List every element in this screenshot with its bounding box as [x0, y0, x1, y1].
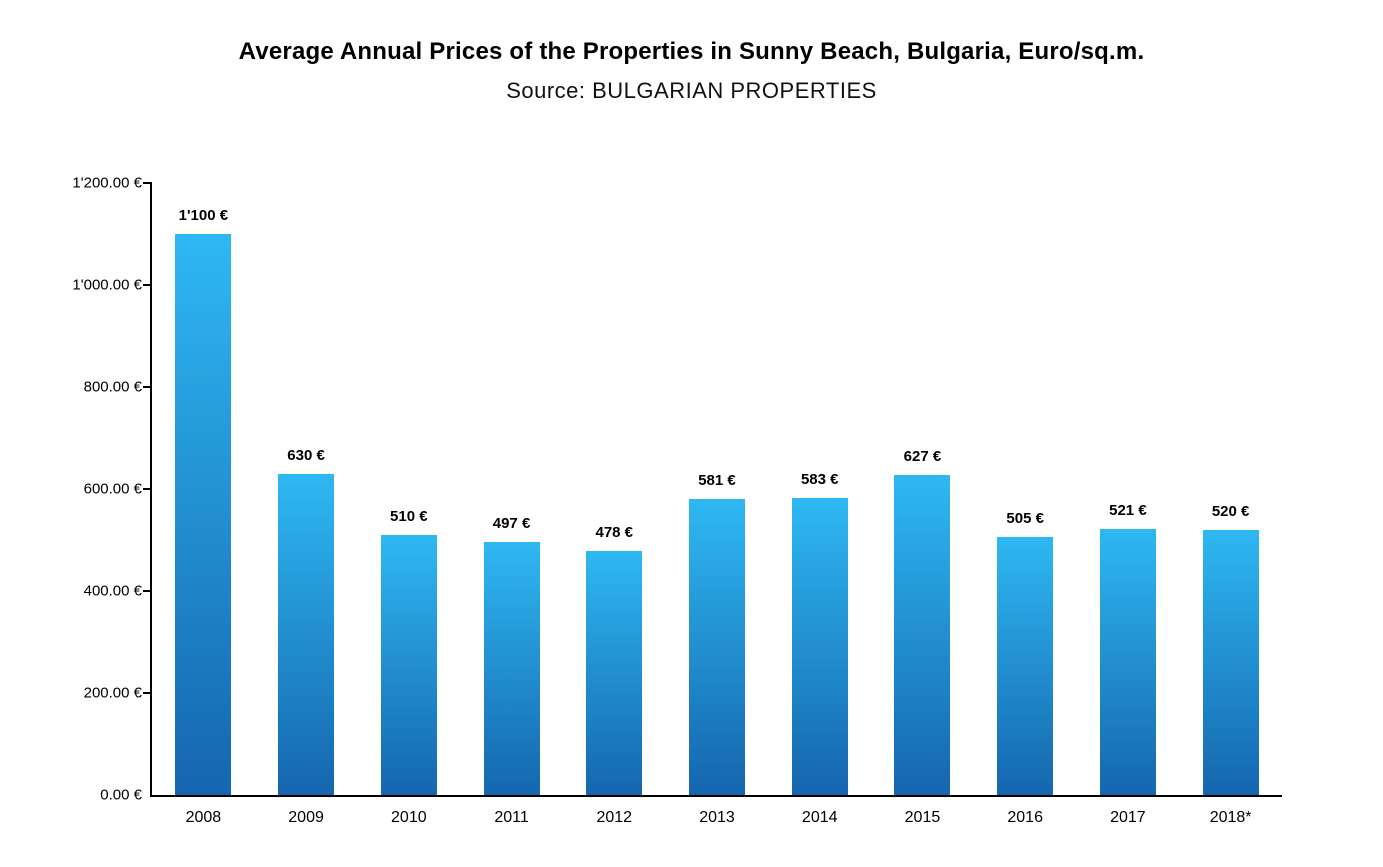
y-axis-tick-mark: [143, 692, 152, 694]
bar-2013: [689, 498, 745, 795]
chart-subtitle: Source: BULGARIAN PROPERTIES: [506, 78, 877, 103]
chart-title: Average Annual Prices of the Properties …: [238, 38, 1145, 65]
bar-2015: [894, 475, 951, 795]
y-axis-tick-label: 800.00 €: [83, 378, 142, 396]
y-axis-tick-mark: [143, 284, 152, 286]
y-axis-tick-label: 0.00 €: [100, 786, 142, 804]
plot-area: 1'100 € 2008 630 € 2009 510 € 2010 497 € 2011 47…: [143, 182, 1282, 826]
bar-value-label: 505 €: [1006, 510, 1044, 528]
x-axis-label: 2009: [288, 809, 324, 826]
bar-value-label: 510 €: [390, 507, 428, 525]
x-axis-label: 2015: [904, 809, 941, 826]
bar-value-label: 520 €: [1211, 502, 1250, 520]
bar-value-label: 627 €: [903, 448, 942, 466]
x-axis-label: 2017: [1110, 809, 1146, 826]
x-axis-label: 2014: [801, 809, 838, 826]
bar-value-label: 497 €: [492, 514, 531, 532]
y-axis-tick-label: 200.00 €: [83, 684, 142, 702]
bar-value-label: 630 €: [287, 446, 325, 464]
bar-2011: [483, 541, 540, 795]
bar-2009: [278, 473, 335, 795]
bar-value-label: 581 €: [698, 471, 736, 489]
y-axis-tick-label: 400.00 €: [83, 582, 142, 600]
y-axis-tick-label: 1'200.00 €: [72, 174, 142, 192]
y-axis-tick-label: 1'000.00 €: [72, 276, 142, 294]
y-axis-tick-labels: 0.00 € 200.00 € 400.00 € 600.00 € 800.00 € 1'…: [0, 175, 142, 804]
bar-value-label: 583 €: [800, 470, 839, 488]
x-axis-label: 2012: [596, 809, 633, 826]
bar-2008: [175, 234, 232, 795]
y-axis-tick-mark: [143, 590, 152, 592]
bar-2010: [380, 534, 437, 795]
x-axis-label: 2018*: [1209, 809, 1252, 826]
x-axis-label: 2013: [699, 809, 735, 826]
bar-value-label: 478 €: [595, 524, 634, 542]
y-axis-tick-mark: [143, 488, 152, 490]
bar-2018*: [1202, 529, 1259, 795]
y-axis-tick-mark: [143, 386, 152, 388]
bar-2014: [791, 497, 848, 795]
bar-value-label: 521 €: [1109, 502, 1147, 520]
bar-2016: [997, 537, 1054, 795]
x-axis-label: 2010: [391, 809, 427, 826]
x-axis-label: 2016: [1007, 809, 1043, 826]
y-axis-tick-mark: [143, 182, 152, 184]
bar-2017: [1099, 529, 1156, 795]
x-axis-label: 2011: [494, 809, 529, 826]
y-axis-tick-label: 600.00 €: [83, 480, 142, 498]
bar-2012: [586, 551, 643, 795]
bar-value-label: 1'100 €: [178, 207, 229, 224]
x-axis-label: 2008: [185, 809, 222, 826]
